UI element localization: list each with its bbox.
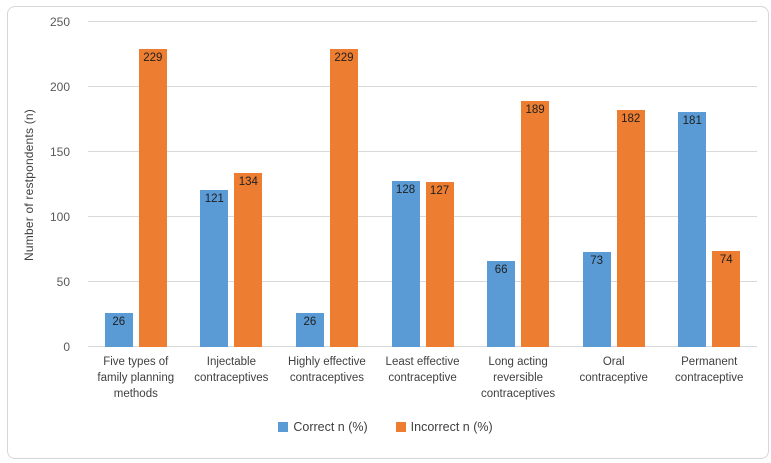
y-tick-label-100: 100 (49, 210, 70, 224)
y-tick-label-150: 150 (49, 145, 70, 159)
bar-group: 181 74 (661, 22, 757, 347)
gridline-0 (88, 346, 757, 347)
bar: 74 (712, 250, 741, 347)
category-label: Oral contraceptive (579, 356, 648, 385)
category-label: Highly effective contraceptives (288, 356, 366, 385)
y-tick-label-0: 0 (63, 340, 70, 354)
bar-value-label: 74 (719, 253, 733, 266)
gridline-200 (88, 86, 757, 87)
gridline-250 (88, 21, 757, 22)
legend-item: Incorrect n (%) (395, 420, 493, 434)
legend-label: Incorrect n (%) (410, 420, 493, 434)
bar-value-label: 121 (204, 192, 224, 205)
category-axis: Five types of family planning methods Inj… (88, 354, 757, 402)
category-label: Permanent contraceptive (675, 356, 744, 385)
bar-value-label: 189 (525, 104, 545, 117)
bar-group: 73 182 (566, 22, 662, 347)
category-label: Injectable contraceptives (194, 356, 269, 385)
legend-swatch-icon (395, 422, 406, 432)
gridline-150 (88, 151, 757, 152)
gridline-50 (88, 281, 757, 282)
bar: 128 (391, 180, 420, 347)
bar-value-label: 229 (143, 52, 163, 65)
y-tick-label-200: 200 (49, 80, 70, 94)
bar: 182 (616, 110, 645, 347)
y-tick-label-50: 50 (56, 275, 70, 289)
bar: 189 (521, 101, 550, 347)
y-tick-label-250: 250 (49, 15, 70, 29)
legend: Correct n (%) Incorrect n (%) (0, 420, 771, 434)
plot-area: 26 229 121 134 26 229 128 127 66 189 73 182 181 74 (88, 21, 757, 347)
bar-value-label: 182 (621, 113, 641, 126)
category-label: Five types of family planning methods (97, 356, 175, 401)
bar-value-label: 229 (334, 52, 354, 65)
bar-value-label: 181 (682, 114, 702, 127)
y-axis-ticks: 0 50 100 150 200 250 (0, 15, 78, 354)
bar: 66 (487, 261, 516, 347)
bar-value-label: 73 (590, 255, 604, 268)
bar-value-label: 26 (112, 316, 126, 329)
legend-label: Correct n (%) (293, 420, 368, 434)
bar: 181 (678, 111, 707, 347)
legend-item: Correct n (%) (278, 420, 368, 434)
gridline-100 (88, 216, 757, 217)
bar-value-label: 127 (429, 184, 450, 197)
bar: 127 (425, 181, 454, 347)
bar: 134 (234, 172, 263, 347)
bar: 121 (200, 189, 229, 347)
bar-value-label: 134 (238, 175, 258, 188)
bar: 73 (582, 252, 611, 347)
bar: 26 (295, 313, 324, 347)
bar-groups: 26 229 121 134 26 229 128 127 66 189 73 182 181 74 (88, 22, 757, 347)
bar-value-label: 66 (494, 264, 508, 277)
bar: 229 (329, 49, 358, 347)
bar-group: 121 134 (184, 22, 280, 347)
category-label: Least effective contraceptive (385, 356, 460, 385)
bar: 229 (138, 49, 167, 347)
bar-group: 66 189 (470, 22, 566, 347)
legend-swatch-icon (278, 422, 289, 432)
bar-value-label: 26 (303, 316, 317, 329)
bar-group: 128 127 (375, 22, 471, 347)
bar-value-label: 128 (395, 183, 416, 196)
bar: 26 (104, 313, 133, 347)
category-label: Long acting reversible contraceptives (481, 356, 556, 401)
bar-group: 26 229 (279, 22, 375, 347)
bar-group: 26 229 (88, 22, 184, 347)
